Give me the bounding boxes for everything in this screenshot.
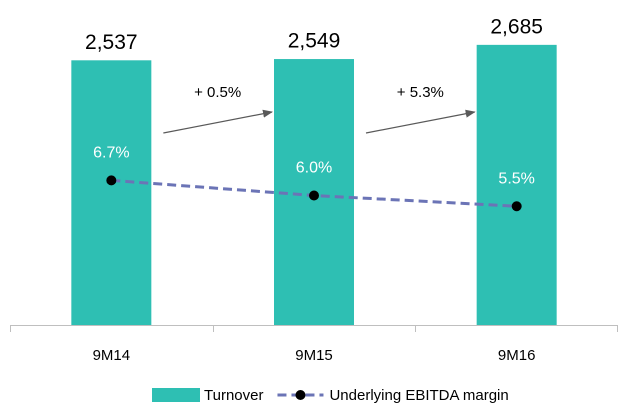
margin-value-label: 5.5% [498,170,534,187]
bar [476,44,557,326]
x-axis [10,325,618,332]
margin-value-label: 6.7% [93,145,129,162]
x-tick-label: 9M14 [93,347,131,364]
margin-marker [309,190,319,201]
margin-value-label: 6.0% [296,160,332,177]
growth-arrow [365,109,476,134]
bar-value-label: 2,685 [490,15,543,38]
legend-label: Underlying EBITDA margin [329,387,508,404]
legend-marker [295,390,306,400]
annotation: + 0.5% [194,84,241,101]
bar [71,60,152,325]
legend-label: Turnover [204,387,263,404]
legend-swatch [152,388,200,402]
margin-marker [106,175,117,186]
x-tick-label: 9M16 [498,347,536,364]
x-tick-label: 9M15 [295,347,333,364]
growth-arrow [163,109,273,134]
margin-marker [511,201,522,212]
annotation: + 5.3% [397,84,444,101]
bar-value-label: 2,549 [288,30,341,53]
bar-value-label: 2,537 [85,31,138,54]
